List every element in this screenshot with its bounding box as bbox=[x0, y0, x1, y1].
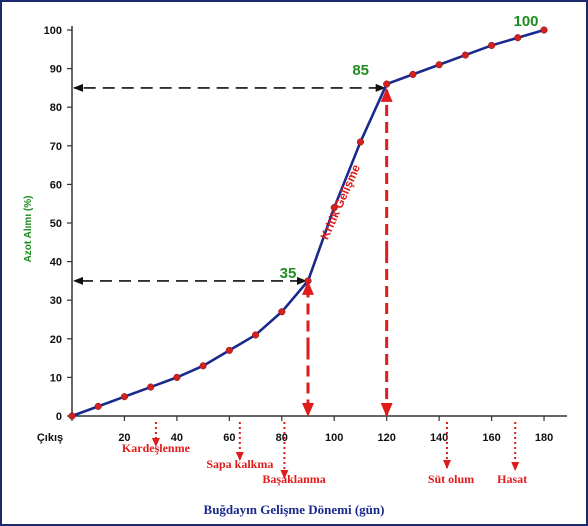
x-tick-label: 100 bbox=[325, 432, 343, 444]
x-tick-label: 140 bbox=[430, 432, 448, 444]
data-point bbox=[435, 61, 443, 69]
x-tick-label: 180 bbox=[535, 432, 553, 444]
x-tick-label: 60 bbox=[223, 432, 235, 444]
stage-label: Hasat bbox=[497, 472, 527, 486]
y-tick-label: 90 bbox=[50, 64, 62, 76]
data-point bbox=[356, 138, 365, 146]
data-point bbox=[461, 51, 469, 59]
x-tick-label: 80 bbox=[276, 432, 288, 444]
y-tick-label: 40 bbox=[50, 257, 62, 269]
value-annotation: 35 bbox=[280, 265, 297, 282]
data-point bbox=[173, 373, 181, 381]
data-point bbox=[488, 41, 496, 49]
data-point bbox=[409, 70, 417, 78]
x-tick-label: Çıkış bbox=[37, 432, 63, 444]
stage-label: Başaklanma bbox=[262, 472, 325, 486]
data-point bbox=[304, 277, 312, 285]
reference-lines bbox=[73, 83, 386, 285]
data-point bbox=[225, 346, 233, 354]
axes: 0 10 20 30 40 50 60 70 80 90 100 Çıkış 20 40 60 80 100 12… bbox=[37, 25, 567, 444]
data-point bbox=[252, 331, 260, 339]
y-tick-label: 30 bbox=[50, 295, 62, 307]
annotations: 35 85 100 bbox=[280, 13, 539, 282]
y-tick-label: 20 bbox=[50, 334, 62, 346]
data-point bbox=[514, 34, 522, 42]
data-point bbox=[94, 402, 102, 410]
value-annotation: 100 bbox=[514, 13, 539, 30]
y-tick-label: 100 bbox=[44, 25, 62, 37]
data-point bbox=[199, 362, 207, 370]
y-tick-label: 0 bbox=[56, 411, 62, 423]
y-tick-label: 70 bbox=[50, 141, 62, 153]
data-point bbox=[383, 80, 391, 88]
data-point bbox=[147, 383, 155, 391]
x-tick-label: 120 bbox=[378, 432, 396, 444]
critical-growth-label: Kritik Gelişme bbox=[318, 162, 364, 242]
data-point bbox=[68, 412, 76, 420]
y-tick-label: 80 bbox=[50, 102, 62, 114]
data-point bbox=[278, 308, 286, 316]
stage-label: Kardeşlenme bbox=[122, 441, 191, 455]
data-point bbox=[330, 204, 338, 212]
y-tick-label: 50 bbox=[50, 218, 62, 230]
x-tick-label: 20 bbox=[118, 432, 130, 444]
y-tick-label: 10 bbox=[50, 372, 62, 384]
value-annotation: 85 bbox=[352, 62, 369, 79]
data-point bbox=[120, 393, 128, 401]
x-tick-label: 160 bbox=[482, 432, 500, 444]
data-point bbox=[540, 26, 548, 34]
stage-label: Sapa kalkma bbox=[206, 457, 273, 471]
y-tick-label: 60 bbox=[50, 179, 62, 191]
vertical-arrows bbox=[302, 87, 393, 417]
y-axis-label: Azot Alımı (%) bbox=[23, 196, 34, 263]
x-tick-label: 40 bbox=[171, 432, 183, 444]
x-axis-label: Buğdayın Gelişme Dönemi (gün) bbox=[204, 502, 385, 517]
stage-label: Süt olum bbox=[428, 472, 474, 486]
series-group bbox=[68, 26, 548, 420]
